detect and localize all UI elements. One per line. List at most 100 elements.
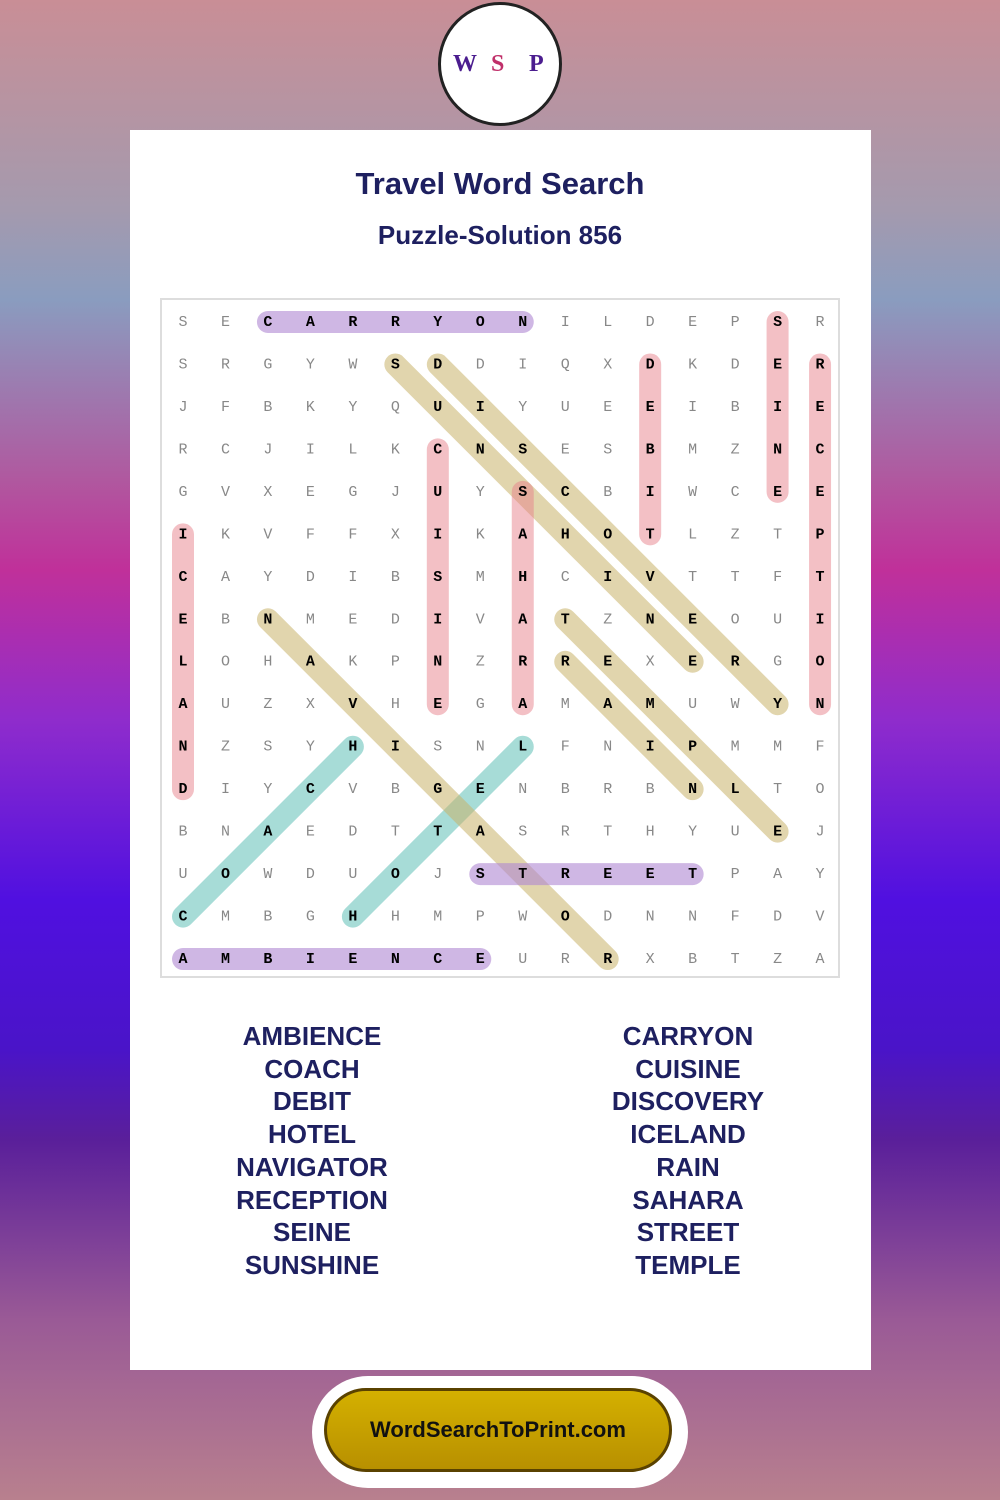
grid-letter: U [731, 824, 740, 841]
grid-letter: B [731, 399, 740, 416]
grid-letter: M [646, 696, 655, 713]
grid-letter: I [688, 399, 697, 416]
grid-letter: Y [518, 399, 527, 416]
grid-letter: Z [221, 739, 230, 756]
grid-letter: C [178, 569, 187, 586]
word-list-item: STREET [636, 1217, 740, 1248]
grid-letter: O [603, 526, 612, 543]
grid-letter: E [221, 314, 230, 331]
grid-letter: I [476, 399, 485, 416]
grid-letter: U [773, 611, 782, 628]
grid-letter: S [773, 314, 782, 331]
grid-letter: O [221, 866, 230, 883]
grid-letter: B [646, 781, 655, 798]
grid-letter: R [731, 654, 740, 671]
site-button[interactable]: WordSearchToPrint.com [324, 1388, 672, 1472]
grid-letter: T [391, 824, 400, 841]
grid-letter: E [773, 356, 782, 373]
grid-letter: A [518, 526, 527, 543]
grid-letter: F [306, 526, 315, 543]
word-highlight [341, 735, 534, 928]
grid-letter: D [731, 356, 740, 373]
grid-letter: N [391, 951, 400, 968]
grid-letter: R [561, 866, 570, 883]
grid-letter: I [603, 569, 612, 586]
grid-letter: U [221, 696, 230, 713]
word-list-item: RAIN [656, 1151, 720, 1182]
grid-letter: J [433, 866, 442, 883]
word-list-item: COACH [264, 1053, 360, 1084]
word-highlight [554, 650, 704, 801]
grid-letter: X [603, 356, 612, 373]
grid-letter: R [561, 654, 570, 671]
grid-letter: T [603, 824, 612, 841]
grid-letter: D [603, 909, 612, 926]
grid-letter: U [348, 866, 357, 883]
grid-letter: E [348, 611, 357, 628]
grid-letter: N [433, 654, 442, 671]
grid-letter: J [816, 824, 825, 841]
grid-letter: Y [263, 569, 272, 586]
grid-letter: D [178, 781, 187, 798]
grid-letter: T [731, 951, 740, 968]
grid-letter: B [263, 909, 272, 926]
grid-letter: K [348, 654, 357, 671]
grid-letter: P [816, 526, 825, 543]
grid-letter: P [731, 866, 740, 883]
grid-letter: E [688, 611, 697, 628]
grid-letter: R [348, 314, 357, 331]
grid-letter: N [688, 781, 697, 798]
grid-letter: R [561, 951, 570, 968]
grid-letter: Y [306, 739, 315, 756]
grid-letter: S [391, 356, 400, 373]
grid-letter: A [518, 696, 527, 713]
word-list-item: DEBIT [273, 1086, 351, 1117]
grid-letter: G [773, 654, 782, 671]
grid-letter: O [816, 781, 825, 798]
grid-letter: P [391, 654, 400, 671]
grid-letter: W [263, 866, 272, 883]
grid-letter: N [178, 739, 187, 756]
word-list-item: HOTEL [267, 1119, 357, 1150]
grid-letter: Y [433, 314, 442, 331]
grid-letter: T [773, 526, 782, 543]
grid-letter: M [476, 569, 485, 586]
puzzle-grid: S E C A R R Y O N I L D E P S R S R G Y W S D D I Q X D K D E R J F B K Y Q U I… [160, 298, 840, 978]
grid-letter: E [561, 441, 570, 458]
grid-letter: S [263, 739, 272, 756]
grid-letter: E [646, 399, 655, 416]
grid-letter: M [221, 951, 230, 968]
grid-letter: N [221, 824, 230, 841]
grid-letter: D [646, 356, 655, 373]
grid-letter: I [433, 611, 442, 628]
grid-letter: O [476, 314, 485, 331]
grid-letter: E [178, 611, 187, 628]
grid-letter: E [646, 866, 655, 883]
grid-letter: Y [773, 696, 782, 713]
grid-letter: Q [561, 356, 570, 373]
grid-letter: L [731, 781, 740, 798]
grid-letter: C [306, 781, 315, 798]
grid-letter: C [433, 441, 442, 458]
grid-letter: W [348, 356, 357, 373]
grid-letter: D [433, 356, 442, 373]
grid-letter: C [816, 441, 825, 458]
grid-letter: E [603, 866, 612, 883]
grid-letter: B [561, 781, 570, 798]
grid-letter: T [433, 824, 442, 841]
grid-letter: M [306, 611, 315, 628]
grid-letter: S [518, 484, 527, 501]
grid-letter: Z [476, 654, 485, 671]
grid-letter: T [561, 611, 570, 628]
grid-letter: E [476, 951, 485, 968]
grid-letter: P [688, 739, 697, 756]
grid-letter: K [391, 441, 400, 458]
grid-letter: E [476, 781, 485, 798]
word-list-item: AMBIENCE [242, 1021, 382, 1051]
word-list-item: DISCOVERY [611, 1086, 765, 1117]
grid-letter: L [518, 739, 527, 756]
grid-letter: L [178, 654, 187, 671]
grid-letter: M [561, 696, 570, 713]
grid-letter: I [773, 399, 782, 416]
